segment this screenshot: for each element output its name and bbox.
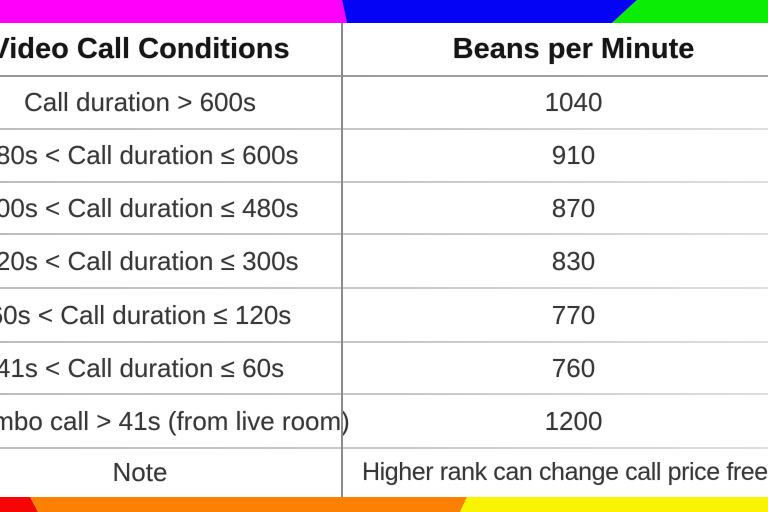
table-row: Call duration > 600s 1040 (0, 76, 768, 129)
header-divider-line (0, 75, 768, 77)
table-note-row: Note Higher rank can change call price f… (0, 448, 768, 497)
beans-cell: 1040 (544, 87, 603, 117)
row-divider-line (0, 128, 768, 130)
beans-cell: 760 (551, 352, 596, 383)
bottom-color-bar (0, 497, 768, 512)
table-row: 60s < Call duration ≤ 120s 770 (0, 288, 768, 342)
table-row: 120s < Call duration ≤ 300s 830 (0, 234, 768, 288)
row-divider-line (0, 393, 768, 395)
bottom-bar-yellow-segment (460, 497, 768, 512)
column-header-beans-per-minute: Beans per Minute (452, 33, 695, 65)
condition-cell: 41s < Call duration ≤ 60s (0, 352, 285, 383)
condition-cell: 480s < Call duration ≤ 600s (0, 140, 299, 170)
condition-cell: 60s < Call duration ≤ 120s (0, 299, 292, 330)
condition-cell: Call duration > 600s (24, 87, 256, 117)
beans-cell: 1200 (544, 405, 603, 436)
top-color-bar (0, 0, 768, 23)
row-divider-line (0, 181, 768, 183)
bottom-bar-orange-segment (30, 497, 467, 512)
column-header-video-call-conditions: Video Call Conditions (0, 33, 290, 65)
video-call-beans-table: Video Call Conditions Beans per Minute C… (0, 23, 768, 497)
note-label-cell: Note (112, 457, 168, 487)
beans-cell: 910 (551, 140, 596, 170)
row-divider-line (0, 447, 768, 449)
table-header-row: Video Call Conditions Beans per Minute (0, 23, 768, 76)
beans-cell: 770 (551, 299, 596, 330)
row-divider-line (0, 287, 768, 289)
top-bar-green-segment (612, 0, 768, 23)
table-row: 41s < Call duration ≤ 60s 760 (0, 342, 768, 394)
condition-cell: 300s < Call duration ≤ 480s (0, 192, 299, 223)
note-value-cell: Higher rank can change call price freely (361, 458, 768, 486)
top-bar-magenta-segment (0, 0, 347, 23)
column-divider-line (341, 23, 343, 497)
condition-cell: 120s < Call duration ≤ 300s (0, 245, 299, 276)
beans-cell: 830 (551, 245, 596, 276)
row-divider-line (0, 341, 768, 343)
row-divider-line (0, 233, 768, 235)
condition-cell: mbo call > 41s (from live room) (0, 405, 350, 436)
bottom-bar-red-segment (0, 497, 38, 512)
table-row: mbo call > 41s (from live room) 1200 (0, 394, 768, 448)
top-bar-blue-segment (342, 0, 637, 23)
table-row: 480s < Call duration ≤ 600s 910 (0, 129, 768, 182)
table-row: 300s < Call duration ≤ 480s 870 (0, 182, 768, 234)
beans-cell: 870 (551, 192, 596, 223)
